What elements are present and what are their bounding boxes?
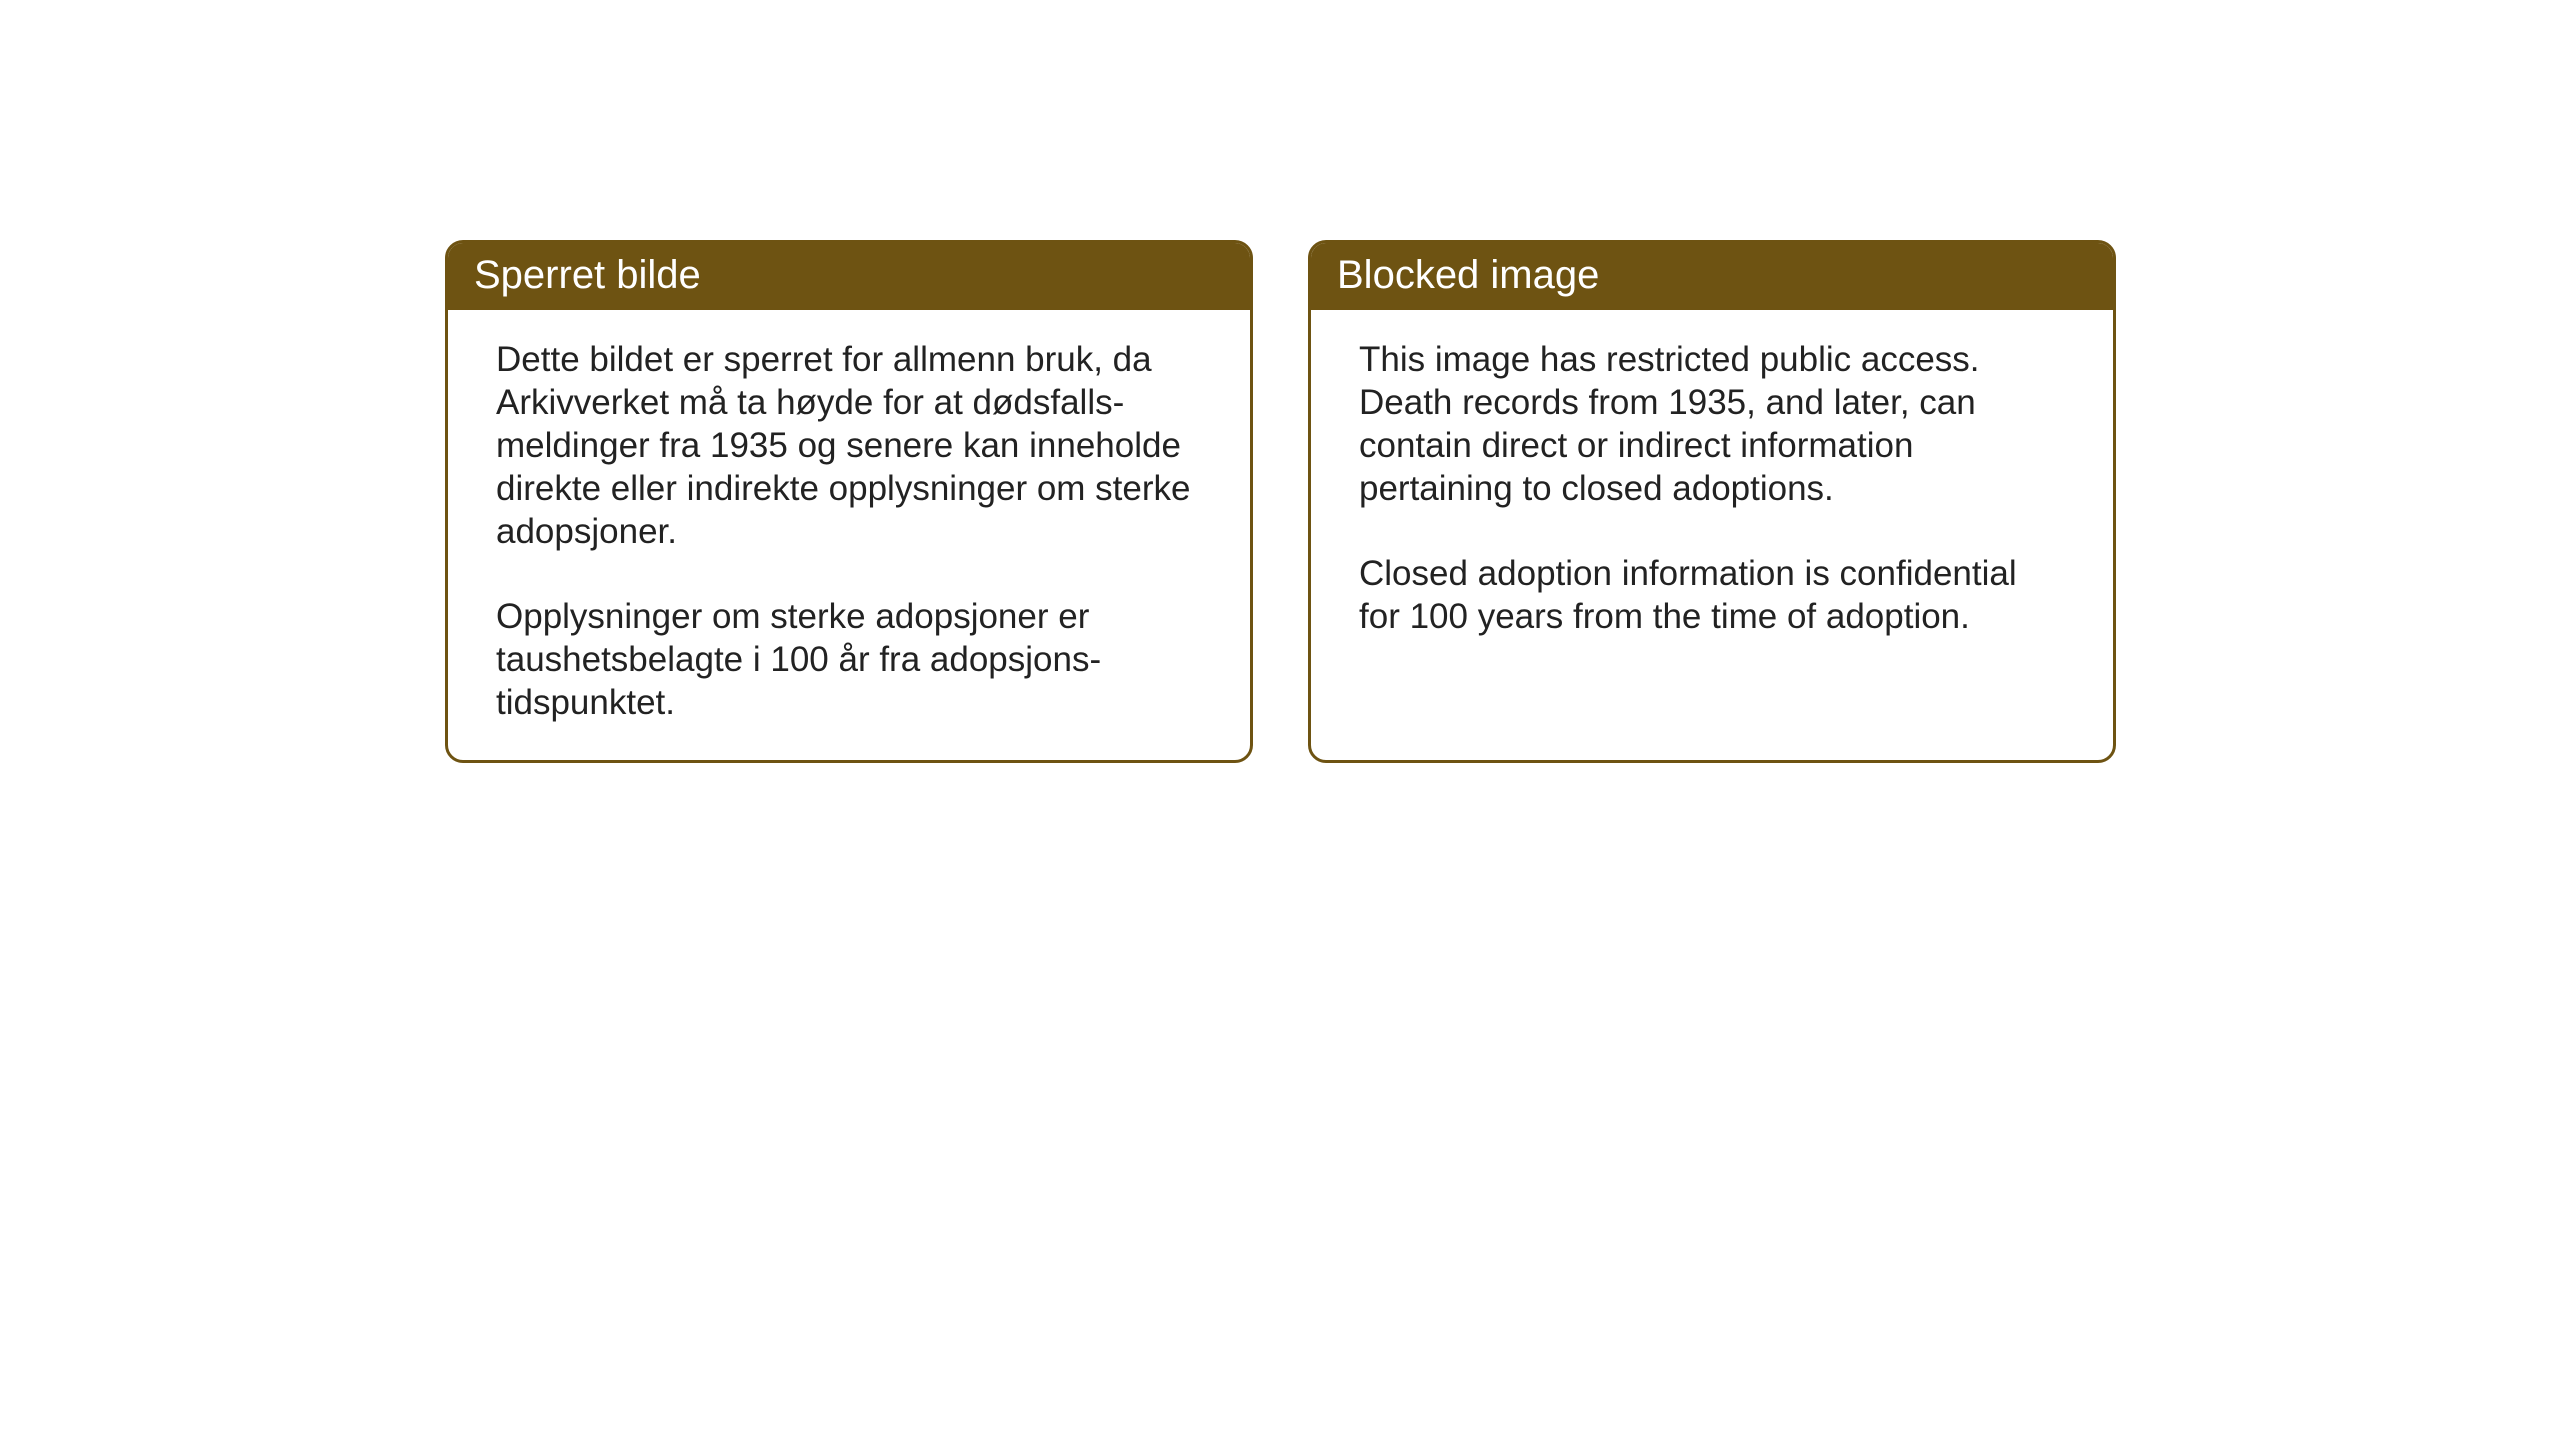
card-paragraph: Dette bildet er sperret for allmenn bruk… <box>496 338 1202 553</box>
notice-card-norwegian: Sperret bilde Dette bildet er sperret fo… <box>445 240 1253 763</box>
card-body: Dette bildet er sperret for allmenn bruk… <box>448 310 1250 760</box>
card-header: Blocked image <box>1311 243 2113 310</box>
card-title: Sperret bilde <box>474 253 701 297</box>
card-paragraph: Closed adoption information is confident… <box>1359 552 2065 638</box>
card-paragraph: This image has restricted public access.… <box>1359 338 2065 510</box>
notice-container: Sperret bilde Dette bildet er sperret fo… <box>445 240 2116 763</box>
notice-card-english: Blocked image This image has restricted … <box>1308 240 2116 763</box>
card-title: Blocked image <box>1337 253 1599 297</box>
card-paragraph: Opplysninger om sterke adopsjoner er tau… <box>496 595 1202 724</box>
card-body: This image has restricted public access.… <box>1311 310 2113 756</box>
card-header: Sperret bilde <box>448 243 1250 310</box>
